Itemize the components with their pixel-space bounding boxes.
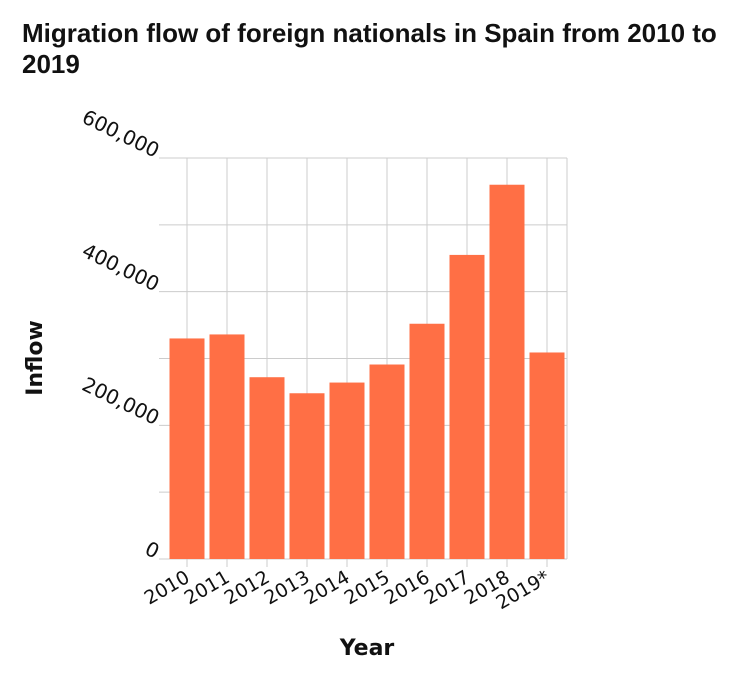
y-tick-label: 600,000 <box>78 105 163 163</box>
bar-2017 <box>449 254 485 560</box>
chart-title: Migration flow of foreign nationals in S… <box>22 18 717 79</box>
bar-2010 <box>169 338 205 559</box>
bar-2018 <box>489 184 525 559</box>
bar-2011 <box>209 334 245 559</box>
x-tick-labels: 2010201120122013201420152016201720182019… <box>141 566 554 614</box>
bar-2019* <box>529 352 565 559</box>
y-axis-label: Inflow <box>23 320 48 396</box>
y-tick-label: 400,000 <box>78 238 163 296</box>
bar-2016 <box>409 323 445 559</box>
bar-2012 <box>249 377 285 559</box>
bar-2014 <box>329 382 365 559</box>
x-axis-label: Year <box>339 636 395 661</box>
bar-2013 <box>289 393 325 559</box>
bar-2015 <box>369 364 405 559</box>
bars <box>169 184 565 560</box>
y-tick-label: 200,000 <box>78 372 163 430</box>
